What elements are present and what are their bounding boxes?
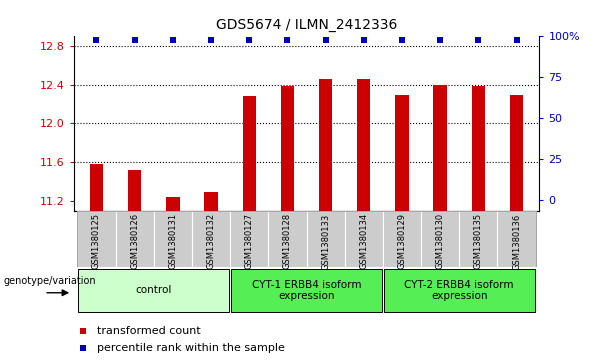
- Bar: [459, 211, 497, 267]
- Text: GSM1380129: GSM1380129: [397, 213, 406, 269]
- Text: percentile rank within the sample: percentile rank within the sample: [97, 343, 284, 353]
- Bar: [77, 211, 116, 267]
- Bar: [204, 192, 218, 211]
- Text: GSM1380130: GSM1380130: [436, 213, 444, 269]
- Bar: [281, 86, 294, 211]
- Bar: [268, 211, 306, 267]
- Bar: [128, 170, 142, 211]
- Bar: [345, 211, 383, 267]
- Bar: [510, 95, 524, 211]
- Text: GSM1380128: GSM1380128: [283, 213, 292, 269]
- Bar: [89, 164, 103, 211]
- Text: GSM1380131: GSM1380131: [169, 213, 177, 269]
- Text: GSM1380127: GSM1380127: [245, 213, 254, 269]
- Bar: [421, 211, 459, 267]
- Bar: [154, 211, 192, 267]
- Text: CYT-1 ERBB4 isoform
expression: CYT-1 ERBB4 isoform expression: [252, 280, 361, 301]
- Text: GSM1380136: GSM1380136: [512, 213, 521, 270]
- Text: GSM1380133: GSM1380133: [321, 213, 330, 270]
- Bar: [192, 211, 230, 267]
- Bar: [383, 211, 421, 267]
- Bar: [319, 79, 332, 211]
- Bar: [78, 269, 229, 311]
- Text: transformed count: transformed count: [97, 326, 200, 336]
- Text: GSM1380135: GSM1380135: [474, 213, 483, 269]
- Text: GSM1380132: GSM1380132: [207, 213, 216, 269]
- Text: GSM1380125: GSM1380125: [92, 213, 101, 269]
- Text: GSM1380126: GSM1380126: [130, 213, 139, 269]
- Text: CYT-2 ERBB4 isoform
expression: CYT-2 ERBB4 isoform expression: [405, 280, 514, 301]
- Text: GSM1380134: GSM1380134: [359, 213, 368, 269]
- Bar: [395, 95, 409, 211]
- Bar: [243, 96, 256, 211]
- Bar: [116, 211, 154, 267]
- Bar: [471, 86, 485, 211]
- Bar: [231, 269, 382, 311]
- Bar: [497, 211, 536, 267]
- Bar: [230, 211, 268, 267]
- Bar: [433, 85, 447, 211]
- Text: control: control: [135, 285, 172, 295]
- Text: genotype/variation: genotype/variation: [4, 276, 96, 286]
- Bar: [306, 211, 345, 267]
- Title: GDS5674 / ILMN_2412336: GDS5674 / ILMN_2412336: [216, 19, 397, 33]
- Bar: [166, 197, 180, 211]
- Bar: [357, 79, 370, 211]
- Bar: [384, 269, 535, 311]
